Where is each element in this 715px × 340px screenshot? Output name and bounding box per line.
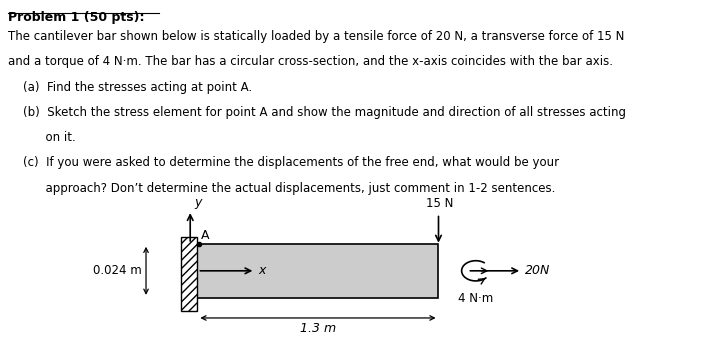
Bar — [182, 237, 197, 311]
Text: 4 N·m: 4 N·m — [458, 292, 493, 305]
Text: (a)  Find the stresses acting at point A.: (a) Find the stresses acting at point A. — [8, 81, 252, 94]
Text: 1.3 m: 1.3 m — [300, 322, 336, 335]
Text: (c)  If you were asked to determine the displacements of the free end, what woul: (c) If you were asked to determine the d… — [8, 156, 559, 169]
Text: A: A — [202, 229, 209, 242]
Text: 20N: 20N — [526, 264, 551, 277]
Text: Problem 1 (50 pts):: Problem 1 (50 pts): — [8, 12, 144, 24]
Text: (b)  Sketch the stress element for point A and show the magnitude and direction : (b) Sketch the stress element for point … — [8, 106, 626, 119]
Bar — [182, 237, 197, 311]
Text: and a torque of 4 N·m. The bar has a circular cross-section, and the x-axis coin: and a torque of 4 N·m. The bar has a cir… — [8, 55, 613, 68]
Text: x: x — [259, 264, 266, 277]
Bar — [197, 244, 438, 298]
Text: 15 N: 15 N — [425, 197, 453, 210]
Text: 0.024 m: 0.024 m — [93, 264, 142, 277]
Text: The cantilever bar shown below is statically loaded by a tensile force of 20 N, : The cantilever bar shown below is static… — [8, 30, 624, 43]
Text: approach? Don’t determine the actual displacements, just comment in 1-2 sentence: approach? Don’t determine the actual dis… — [8, 182, 555, 194]
Text: on it.: on it. — [8, 131, 76, 144]
Text: y: y — [194, 195, 202, 208]
